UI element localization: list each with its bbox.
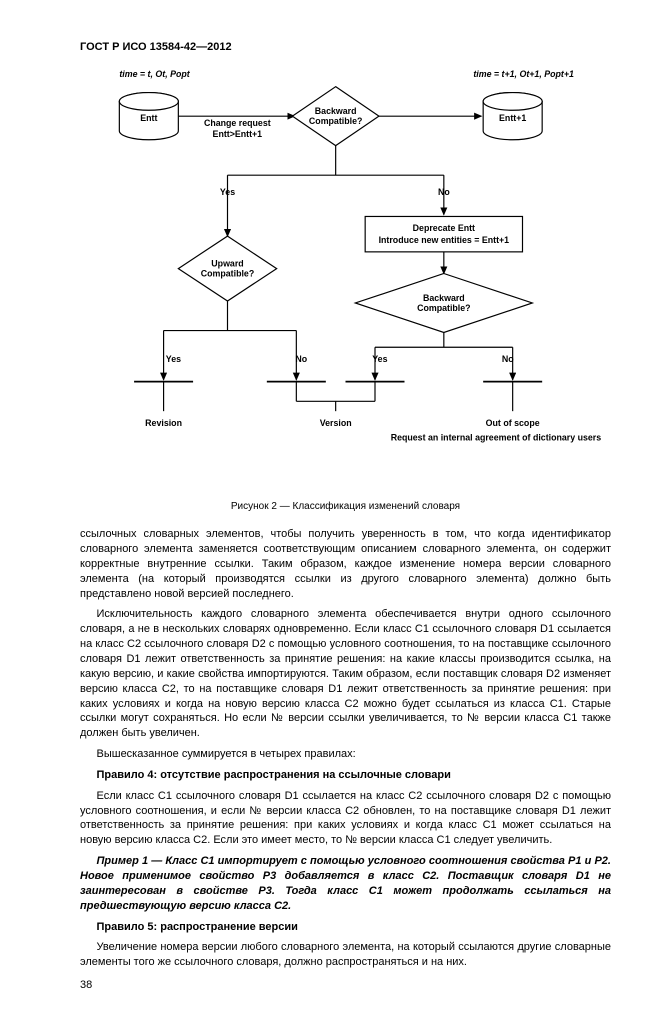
svg-text:Compatible?: Compatible? [201, 268, 254, 278]
para-1: ссылочных словарных элементов, чтобы пол… [80, 527, 611, 601]
doc-header: ГОСТ Р ИСО 13584-42—2012 [80, 40, 611, 55]
result-version: Version [320, 418, 352, 428]
result-request: Request an internal agreement of diction… [391, 433, 602, 443]
no-2: No [295, 354, 307, 364]
yes-1: Yes [220, 187, 235, 197]
change-req-1: Change request [204, 118, 271, 128]
yes-2: Yes [166, 354, 181, 364]
change-req-2: Entt>Entt+1 [213, 129, 263, 139]
svg-text:Entt: Entt [140, 113, 157, 123]
svg-text:Introduce new entities = Entt+: Introduce new entities = Entt+1 [379, 235, 510, 245]
para-4: Если класс C1 ссылочного словаря D1 ссыл… [80, 789, 611, 848]
diamond-backward-2: Backward Compatible? [355, 273, 532, 332]
result-revision: Revision [145, 418, 182, 428]
rule-4-title: Правило 4: отсутствие распространения на… [80, 768, 611, 783]
page-number: 38 [80, 978, 611, 993]
ent-left-cylinder: Entt [119, 92, 178, 139]
para-3: Вышесказанное суммируется в четырех прав… [80, 747, 611, 762]
figure-caption: Рисунок 2 — Классификация изменений слов… [80, 500, 611, 514]
deprecate-box: Deprecate Entt Introduce new entities = … [365, 216, 522, 251]
svg-text:Compatible?: Compatible? [309, 116, 362, 126]
flowchart-diagram: .ln { stroke:#000; stroke-width:1.2; fil… [80, 67, 611, 475]
para-5: Увеличение номера версии любого словарно… [80, 940, 611, 970]
rule-5-title: Правило 5: распространение версии [80, 920, 611, 935]
diamond-backward-1: Backward Compatible? [292, 87, 379, 146]
result-out-of-scope: Out of scope [486, 418, 540, 428]
svg-text:Compatible?: Compatible? [417, 303, 470, 313]
diamond-upward: Upward Compatible? [178, 236, 276, 301]
svg-text:Deprecate Entt: Deprecate Entt [413, 223, 475, 233]
no-1: No [438, 187, 450, 197]
time-left-label: time = t, Ot, Popt [119, 69, 190, 79]
no-3: No [502, 354, 514, 364]
ent-right-cylinder: Entt+1 [483, 92, 542, 139]
svg-text:Upward: Upward [211, 258, 243, 268]
example-1: Пример 1 — Класс C1 импортирует с помощь… [80, 854, 611, 913]
para-2: Исключительность каждого словарного элем… [80, 607, 611, 741]
time-right-label: time = t+1, Ot+1, Popt+1 [473, 69, 574, 79]
svg-text:Entt+1: Entt+1 [499, 113, 526, 123]
yes-3: Yes [372, 354, 387, 364]
svg-text:Backward: Backward [315, 106, 357, 116]
svg-text:Backward: Backward [423, 293, 465, 303]
